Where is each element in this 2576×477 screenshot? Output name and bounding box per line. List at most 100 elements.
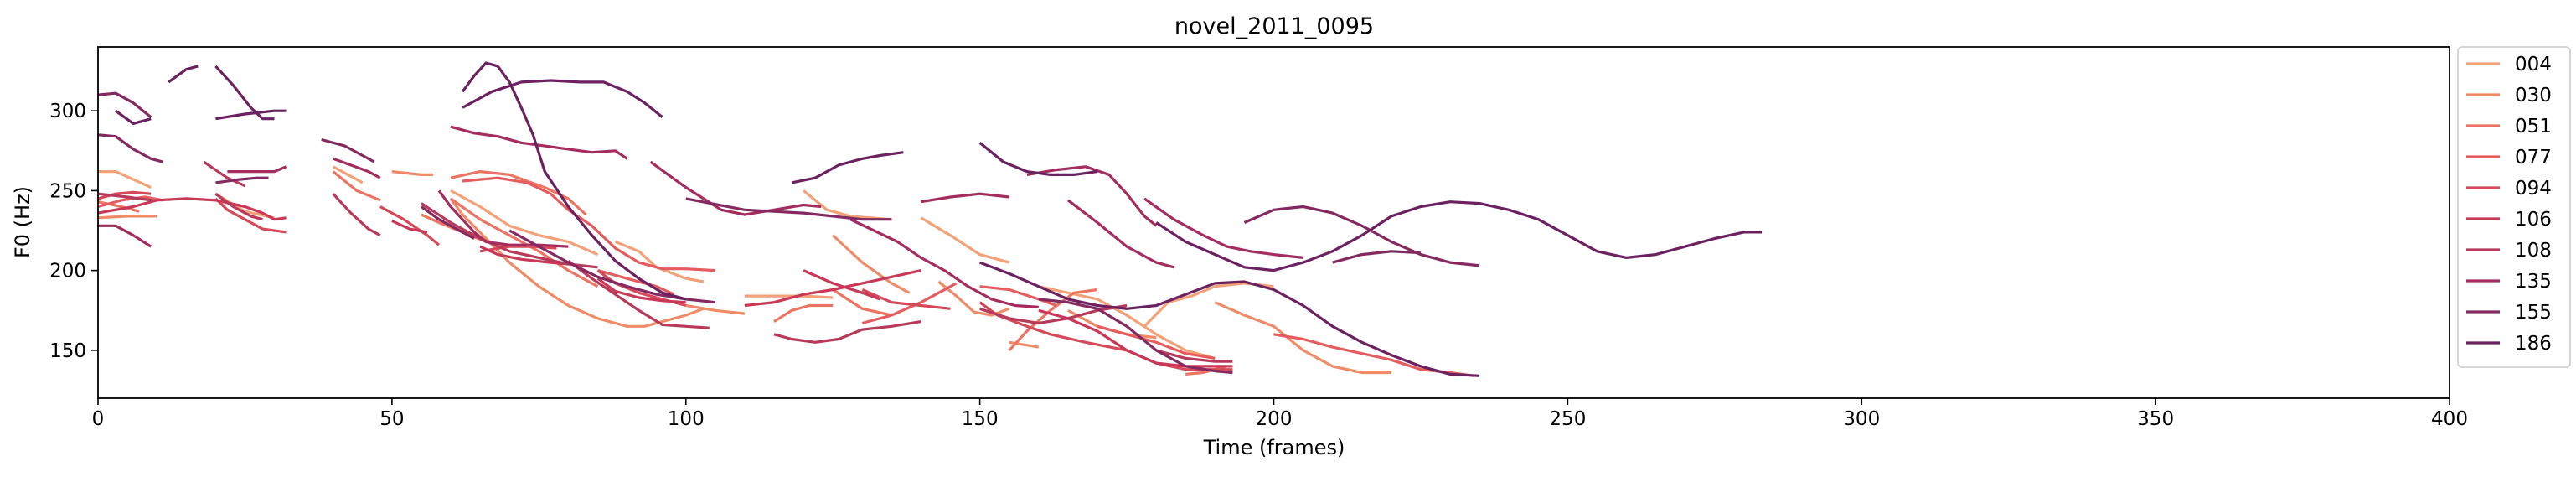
series-155-segment-6 (685, 197, 892, 221)
series-106-segment-0 (98, 197, 287, 221)
series-077-segment-4 (979, 285, 1057, 308)
series-186 (115, 61, 1762, 377)
series-051-segment-6 (832, 288, 892, 317)
legend-label-094: 094 (2515, 178, 2552, 200)
series-186-segment-9 (1155, 200, 1762, 272)
series-108-segment-5 (567, 259, 710, 329)
x-tick-label-100: 100 (668, 408, 705, 430)
series-135-segment-2 (333, 157, 381, 179)
series-106 (98, 197, 1233, 368)
series-155 (98, 91, 1480, 375)
series-155-segment-9 (1243, 205, 1480, 267)
series-106-segment-1 (391, 220, 428, 234)
series-155-segment-2 (215, 176, 269, 184)
series-106-segment-5 (803, 269, 880, 301)
series-051-segment-3 (450, 197, 599, 288)
series-155-segment-8 (1332, 250, 1421, 264)
series-077-segment-3 (861, 282, 958, 325)
series-135-segment-10 (1143, 197, 1303, 259)
x-tick-label-0: 0 (92, 408, 105, 430)
series-155-segment-1 (98, 133, 163, 163)
y-tick-label-250: 250 (49, 180, 86, 202)
series-094-segment-1 (214, 197, 287, 234)
series-155-segment-4 (421, 205, 475, 240)
chart-title: novel_2011_0095 (1174, 13, 1374, 39)
series-186-segment-6 (791, 151, 904, 184)
series-186-segment-8 (979, 261, 1480, 377)
series-004-segment-2 (332, 165, 364, 184)
series-094-segment-0 (98, 190, 152, 200)
series-030-segment-3 (685, 303, 746, 315)
legend-label-106: 106 (2515, 209, 2552, 231)
series-135-segment-6 (849, 218, 1039, 308)
series-135-segment-1 (227, 165, 287, 174)
series-106-segment-2 (479, 245, 569, 266)
series-108-segment-6 (773, 320, 921, 344)
series-108-segment-7 (979, 303, 1128, 325)
legend-label-108: 108 (2515, 240, 2552, 262)
series-186-segment-1 (168, 65, 199, 84)
series-030-segment-0 (98, 215, 157, 220)
series-108-segment-8 (1155, 349, 1233, 363)
legend-label-155: 155 (2515, 302, 2552, 324)
legend: 004 030 051 077 094 106 108 135 155 186 (2457, 46, 2571, 368)
series-108-segment-3 (332, 193, 381, 237)
series-108 (98, 160, 1233, 363)
series-030-segment-1 (391, 170, 433, 176)
x-tick-label-350: 350 (2137, 408, 2174, 430)
series-106-segment-6 (1038, 308, 1233, 368)
series-051-segment-1 (332, 170, 381, 202)
series-135-segment-9 (1066, 199, 1174, 269)
series-135-segment-7 (921, 192, 1009, 204)
series-004-segment-3 (450, 189, 599, 257)
plot-marks (98, 61, 1762, 377)
series-135 (98, 125, 1303, 308)
series-186-segment-2 (214, 65, 275, 121)
axis-ticks: 0 50 100 150 200 250 300 350 400 150 200 250 300 (49, 101, 2468, 430)
series-094-segment-2 (379, 205, 441, 246)
series-108-segment-2 (203, 160, 246, 188)
x-tick-label-200: 200 (1256, 408, 1293, 430)
series-094-segment-5 (861, 288, 951, 310)
legend-label-135: 135 (2515, 271, 2552, 293)
series-186-segment-4 (462, 79, 663, 119)
y-tick-label-200: 200 (49, 261, 86, 283)
series-155-segment-7 (1038, 298, 1233, 375)
x-tick-label-250: 250 (1549, 408, 1586, 430)
y-tick-label-150: 150 (49, 340, 86, 362)
series-077-segment-5 (1097, 324, 1216, 360)
series-186-segment-7 (978, 142, 1098, 176)
series-186-segment-3 (215, 109, 287, 121)
legend-label-186: 186 (2515, 333, 2552, 355)
series-155-segment-3 (321, 137, 375, 163)
legend-label-077: 077 (2515, 147, 2552, 169)
series-155-segment-0 (98, 91, 152, 119)
series-030-segment-5 (937, 280, 1010, 317)
series-051-segment-4 (450, 170, 587, 216)
series-108-segment-4 (421, 202, 598, 269)
series-004-segment-6 (803, 189, 892, 221)
series-004-segment-5 (744, 294, 834, 299)
x-axis-label: Time (frames) (1203, 436, 1345, 459)
series-135-segment-5 (649, 160, 822, 216)
series-030-segment-4 (832, 234, 911, 294)
series-051-segment-5 (773, 303, 834, 323)
series-030-segment-2 (449, 197, 705, 328)
series-135-segment-3 (450, 125, 628, 160)
series-108-segment-0 (98, 192, 152, 202)
series-135-segment-0 (98, 224, 152, 248)
series-186-segment-5 (461, 61, 687, 301)
series-004-segment-8 (1038, 285, 1216, 360)
series-004-segment-0 (98, 170, 152, 189)
series-106-segment-4 (744, 269, 921, 308)
series-004-segment-7 (920, 216, 1010, 264)
legend-label-051: 051 (2515, 116, 2552, 137)
series-106-segment-3 (596, 277, 686, 304)
y-axis-label: F0 (Hz) (11, 186, 34, 258)
series-094 (98, 190, 1233, 371)
series-030-segment-8 (1214, 301, 1391, 375)
series-077-segment-2 (597, 269, 675, 296)
